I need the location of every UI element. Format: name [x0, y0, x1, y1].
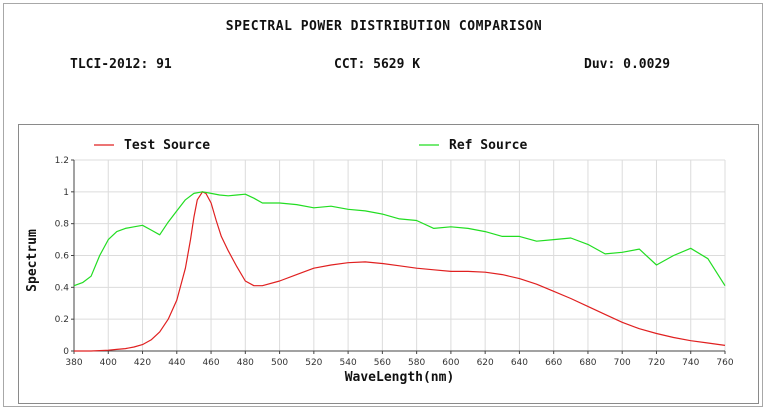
- y-tick-label: 1: [63, 188, 69, 198]
- x-tick-label: 600: [442, 358, 459, 368]
- x-tick-label: 720: [648, 358, 665, 368]
- series-line-ref-source: [73, 191, 726, 287]
- series-line-test-source: [74, 191, 726, 352]
- x-axis-label: WaveLength(nm): [345, 370, 455, 385]
- x-tick-label: 440: [168, 358, 185, 368]
- x-tick-label: 740: [682, 358, 699, 368]
- report-frame: SPECTRAL POWER DISTRIBUTION COMPARISON T…: [3, 3, 763, 407]
- x-tick-label: 580: [408, 358, 425, 368]
- x-tick-label: 480: [237, 358, 254, 368]
- x-tick-label: 500: [271, 358, 288, 368]
- duv-value: Duv: 0.0029: [584, 57, 671, 72]
- chart-panel: 380 400 420 440 460 480 500 520 540 560 580 600 620 6…: [18, 124, 759, 404]
- y-tick-label: 0.8: [55, 220, 70, 230]
- y-tick-label: 0.4: [55, 283, 70, 293]
- x-tick-label: 520: [305, 358, 322, 368]
- x-tick-label: 680: [579, 358, 596, 368]
- x-tick-label: 460: [202, 358, 219, 368]
- y-tick-label: 0: [63, 347, 69, 357]
- x-tick-label: 420: [134, 358, 151, 368]
- x-tick-label: 380: [65, 358, 82, 368]
- cct-value: CCT: 5629 K: [334, 57, 421, 72]
- x-tick-label: 620: [477, 358, 494, 368]
- x-tick-label: 640: [511, 358, 528, 368]
- y-tick-label: 1.2: [55, 156, 69, 166]
- y-axis-label: Spectrum: [25, 229, 40, 292]
- x-tick-label: 700: [614, 358, 631, 368]
- x-tick-label: 540: [340, 358, 357, 368]
- x-tick-label: 660: [545, 358, 562, 368]
- legend-label-ref-source: Ref Source: [449, 138, 527, 153]
- legend-label-test-source: Test Source: [124, 138, 210, 153]
- tlci-value: TLCI-2012: 91: [70, 57, 172, 72]
- y-tick-label: 0.2: [55, 315, 69, 325]
- report-title: SPECTRAL POWER DISTRIBUTION COMPARISON: [225, 19, 543, 34]
- y-tick-label: 0.6: [55, 252, 70, 262]
- x-tick-label: 400: [100, 358, 117, 368]
- x-tick-label: 560: [374, 358, 391, 368]
- spd-chart: 380 400 420 440 460 480 500 520 540 560 580 600 620 6…: [25, 138, 734, 385]
- x-tick-label: 760: [716, 358, 733, 368]
